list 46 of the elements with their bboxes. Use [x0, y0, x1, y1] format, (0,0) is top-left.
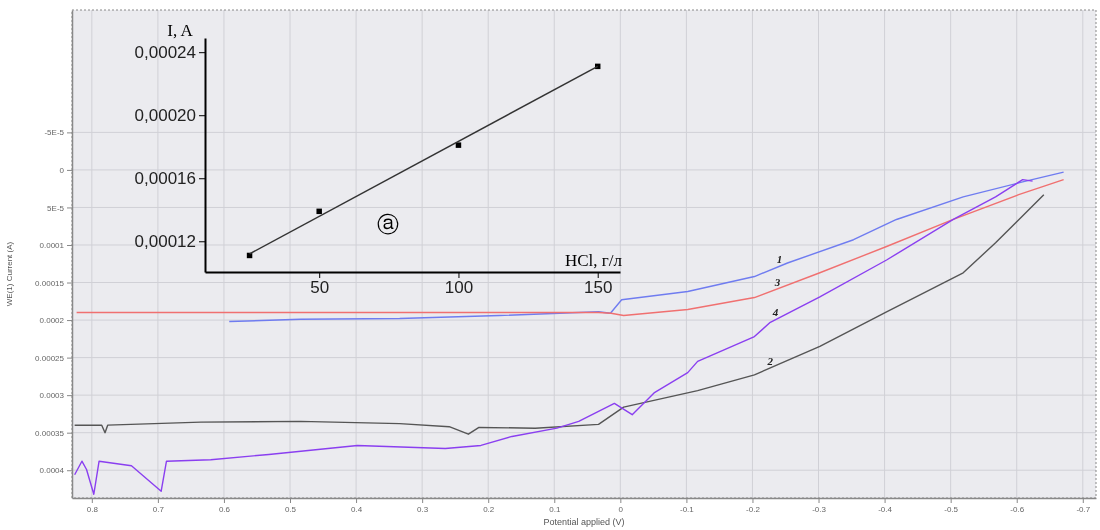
x-tick-label: 0.3	[417, 504, 429, 514]
y-tick-label: 0.0004	[39, 466, 65, 476]
y-tick-label: 0	[59, 165, 65, 175]
x-tick-label: 0.2	[483, 504, 495, 514]
point	[316, 208, 322, 215]
x-tick-label: -0.4	[878, 504, 893, 514]
y-tick-label: 5E-5	[47, 203, 65, 213]
y-tick-label: 0.0001	[39, 241, 65, 251]
point	[455, 142, 462, 148]
annotation: 3	[773, 275, 781, 288]
y-tick-label: 0.0002	[39, 316, 65, 326]
y-axis-title: I, A	[167, 21, 194, 40]
x-tick-label: 0.6	[218, 504, 231, 514]
y-tick-label: 0,00020	[134, 106, 196, 126]
x-tick-label: -0.7	[1076, 504, 1091, 514]
x-tick-label: 0.1	[549, 504, 561, 514]
y-tick-label: 0,00016	[134, 169, 196, 189]
y-tick-label: -5E-5	[44, 128, 65, 138]
x-tick-label: -0.3	[812, 504, 827, 514]
annotation: ⓐ	[376, 212, 399, 238]
y-axis-title: WE(1) Current (A)	[5, 241, 14, 307]
x-axis-title: Potential applied (V)	[543, 517, 625, 527]
y-tick-label: 0.00035	[35, 428, 65, 438]
x-tick-label: -0.1	[680, 504, 695, 514]
x-axis-title: HCl, г/л	[564, 251, 623, 270]
y-tick-label: 0.00015	[35, 278, 65, 288]
line-series	[228, 171, 1065, 323]
x-tick-label: -0.5	[944, 504, 959, 514]
x-tick-label: 50	[310, 278, 330, 298]
annotation: 4	[771, 306, 779, 319]
x-tick-label: -0.6	[1010, 504, 1025, 514]
y-tick-label: 0.00025	[35, 353, 65, 363]
x-tick-label: 0.4	[351, 504, 363, 514]
x-tick-label: 0.7	[152, 504, 165, 514]
y-tick-label: 0,00012	[134, 232, 196, 252]
annotation: 1	[776, 253, 783, 266]
y-tick-label: 0.0003	[39, 391, 65, 401]
annotation: 2	[766, 355, 774, 368]
x-tick-label: 100	[444, 278, 474, 298]
x-tick-label: 0.5	[284, 504, 297, 514]
x-tick-label: -0.2	[746, 504, 761, 514]
x-tick-label: 0.8	[86, 504, 99, 514]
y-tick-label: 0,00024	[134, 43, 196, 63]
x-tick-label: 150	[584, 278, 613, 298]
x-tick-label: 0	[618, 504, 624, 514]
line-series	[73, 193, 1045, 435]
